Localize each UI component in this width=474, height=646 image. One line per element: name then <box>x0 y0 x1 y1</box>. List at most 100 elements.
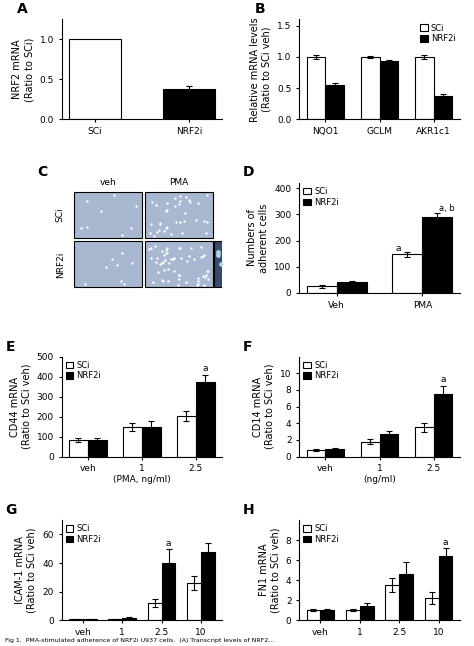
Point <box>148 197 156 207</box>
Point <box>167 229 174 239</box>
Y-axis label: Numbers of
adherent cells: Numbers of adherent cells <box>247 203 269 273</box>
Y-axis label: CD14 mRNA
(Ratio to SCi veh): CD14 mRNA (Ratio to SCi veh) <box>253 364 274 450</box>
Point <box>193 280 201 290</box>
Legend: SCi, NRF2i: SCi, NRF2i <box>420 23 456 43</box>
Point <box>203 189 211 200</box>
Point <box>194 273 201 283</box>
Point <box>227 267 234 278</box>
Bar <box>145 241 212 287</box>
Point <box>204 217 211 227</box>
Point <box>145 244 153 254</box>
Text: a: a <box>396 244 401 253</box>
Bar <box>380 434 399 457</box>
Point <box>176 243 184 253</box>
Point <box>176 196 183 206</box>
Bar <box>214 241 265 287</box>
Bar <box>122 618 136 620</box>
Point <box>151 241 159 251</box>
Point <box>118 248 126 258</box>
Point <box>163 243 171 253</box>
Bar <box>74 192 142 238</box>
Point <box>132 201 139 211</box>
Legend: SCi, NRF2i: SCi, NRF2i <box>303 525 339 544</box>
Point <box>201 273 209 283</box>
Text: E: E <box>5 340 15 353</box>
Point <box>198 252 205 262</box>
Point <box>245 253 252 264</box>
Point <box>218 258 225 269</box>
Point <box>214 247 221 257</box>
Point <box>128 258 136 269</box>
Point <box>103 262 110 273</box>
Point <box>164 264 172 275</box>
Point <box>202 270 210 280</box>
Point <box>221 255 229 265</box>
Legend: SCi, NRF2i: SCi, NRF2i <box>66 360 101 380</box>
Bar <box>201 552 215 620</box>
Point <box>203 266 211 276</box>
Bar <box>392 255 422 293</box>
Bar <box>307 450 326 457</box>
Point <box>182 208 189 218</box>
Point <box>237 258 244 269</box>
Point <box>186 196 194 207</box>
Bar <box>307 610 320 620</box>
Point <box>162 255 169 265</box>
Point <box>176 191 184 202</box>
Point <box>205 273 212 284</box>
Point <box>175 198 182 209</box>
Point <box>81 279 89 289</box>
Point <box>152 200 160 211</box>
Y-axis label: Relative mRNA levels
(Ratio to SCi veh): Relative mRNA levels (Ratio to SCi veh) <box>250 17 272 121</box>
Bar <box>69 439 88 457</box>
Bar <box>385 585 399 620</box>
Legend: SCi, NRF2i: SCi, NRF2i <box>66 525 101 544</box>
Point <box>162 205 170 216</box>
Point <box>163 222 170 233</box>
Point <box>200 280 208 290</box>
Bar <box>425 598 438 620</box>
Point <box>118 276 125 286</box>
Point <box>194 275 202 286</box>
Point <box>194 198 201 209</box>
Point <box>127 223 134 233</box>
Point <box>194 278 201 289</box>
Bar <box>196 382 215 457</box>
Point <box>248 242 256 252</box>
Text: a: a <box>440 375 446 384</box>
Point <box>171 193 178 203</box>
Bar <box>422 217 453 293</box>
Point <box>176 217 184 227</box>
Point <box>247 274 255 284</box>
Bar <box>415 57 434 120</box>
Bar <box>326 449 345 457</box>
Point <box>236 264 244 275</box>
Point <box>148 242 155 253</box>
Point <box>248 262 255 273</box>
Point <box>183 255 191 266</box>
Bar <box>307 286 337 293</box>
Point <box>185 194 192 205</box>
Point <box>149 276 157 287</box>
Point <box>241 267 249 277</box>
Point <box>160 225 168 236</box>
Bar <box>415 428 434 457</box>
Point <box>152 257 159 267</box>
Point <box>192 214 200 225</box>
Point <box>77 223 85 233</box>
Point <box>154 253 161 263</box>
Text: a: a <box>166 539 171 548</box>
Point <box>200 249 208 260</box>
Point <box>256 255 264 266</box>
Bar <box>361 57 380 120</box>
Point <box>158 246 165 256</box>
Point <box>164 248 171 258</box>
Point <box>162 245 170 256</box>
Point <box>175 273 183 284</box>
Y-axis label: NRF2 mRNA
(Ratio to SCi): NRF2 mRNA (Ratio to SCi) <box>12 37 34 101</box>
Point <box>246 276 254 287</box>
Y-axis label: FN1 mRNA
(Ratio to SCi veh): FN1 mRNA (Ratio to SCi veh) <box>259 527 280 613</box>
Bar <box>88 439 107 457</box>
Point <box>155 267 162 277</box>
X-axis label: (PMA, ng/ml): (PMA, ng/ml) <box>113 475 171 484</box>
